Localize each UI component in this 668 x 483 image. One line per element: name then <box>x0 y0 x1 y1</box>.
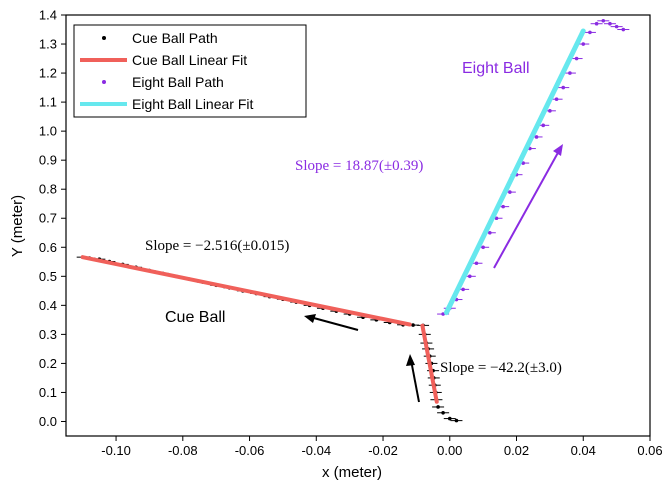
legend-label-eight-ball-fit: Eight Ball Linear Fit <box>132 96 254 112</box>
data-point <box>488 230 492 235</box>
plot-frame <box>65 14 651 437</box>
y-tick-label: 1.4 <box>39 8 57 23</box>
data-point <box>481 245 485 250</box>
cue-ball-arrowhead <box>304 314 316 323</box>
legend-marker-eight-ball-path <box>102 80 106 84</box>
y-tick-label: 0.6 <box>39 240 57 255</box>
series-3 <box>437 19 630 316</box>
data-point <box>554 97 559 101</box>
y-tick-label: 1.3 <box>39 37 57 52</box>
plot-layer: -0.10 -0.08 -0.06 -0.04 -0.02 0.00 0.02 0.04 0.0… <box>39 8 663 459</box>
data-point <box>508 190 512 194</box>
cue-ball-steep-slope-annotation: Slope = −42.2(±3.0) <box>440 360 562 376</box>
y-axis-title: Y (meter) <box>9 195 26 257</box>
data-point <box>467 274 472 279</box>
y-tick-label: 0.3 <box>39 327 57 342</box>
data-point <box>454 418 459 423</box>
data-point <box>621 27 626 32</box>
data-point <box>501 204 505 209</box>
cue-ball-label: Cue Ball <box>165 309 225 326</box>
y-tick-label: 0.7 <box>39 211 57 226</box>
x-tick-label: -0.02 <box>368 443 398 458</box>
y-tick-label: 1.1 <box>39 95 57 110</box>
x-tick-label: 0.04 <box>571 443 596 458</box>
data-point <box>461 287 465 292</box>
data-point <box>561 85 566 90</box>
legend-label-eight-ball-path: Eight Ball Path <box>132 74 224 90</box>
legend-box <box>73 24 307 118</box>
data-point <box>588 30 592 35</box>
y-tick-label: 0.5 <box>39 269 57 284</box>
series-4 <box>443 28 586 316</box>
x-tick-label: 0.00 <box>437 443 462 458</box>
x-tick-label: -0.08 <box>168 443 198 458</box>
data-point <box>447 416 452 421</box>
y-tick-label: 0.4 <box>39 298 57 313</box>
fit-line <box>420 323 439 404</box>
y-tick-label: 0.2 <box>39 356 57 371</box>
eight-ball-arrowhead <box>553 144 563 156</box>
cue-ball-up-arrowhead <box>406 354 415 366</box>
x-axis-title: x (meter) <box>322 464 382 481</box>
data-point <box>436 405 440 409</box>
x-tick-label: 0.02 <box>504 443 529 458</box>
data-point <box>594 21 599 26</box>
data-point <box>568 71 572 75</box>
legend-marker-cue-ball-path <box>102 36 106 40</box>
x-tick-label: -0.06 <box>235 443 265 458</box>
x-tick-label: 0.06 <box>637 443 662 458</box>
series-1 <box>80 255 412 327</box>
data-point <box>411 323 415 327</box>
cue-ball-direction-arrow <box>309 316 359 331</box>
data-point <box>608 21 612 26</box>
y-tick-label: 1.0 <box>39 124 57 139</box>
fit-line <box>443 28 586 316</box>
legend: Cue Ball Path Cue Ball Linear Fit Eight … <box>73 24 307 118</box>
y-tick-label: 0.0 <box>39 414 57 429</box>
series-2 <box>420 323 439 404</box>
data-point <box>548 109 552 113</box>
data-point <box>574 56 579 61</box>
data-point <box>534 135 539 139</box>
y-tick-label: 0.1 <box>39 385 57 400</box>
direction-arrows <box>304 144 563 403</box>
data-point <box>581 42 586 46</box>
cue-ball-up-arrow <box>410 359 420 403</box>
cue-ball-slope-annotation: Slope = −2.516(±0.015) <box>145 238 289 254</box>
eight-ball-label: Eight Ball <box>462 60 530 77</box>
data-point <box>494 216 499 221</box>
eight-ball-slope-annotation: Slope = 18.87(±0.39) <box>295 158 423 174</box>
legend-label-cue-ball-fit: Cue Ball Linear Fit <box>132 52 247 68</box>
data-point <box>601 19 606 23</box>
y-tick-label: 1.2 <box>39 66 57 81</box>
legend-label-cue-ball-path: Cue Ball Path <box>132 30 218 46</box>
x-tick-label: -0.10 <box>101 443 131 458</box>
x-tick-label: -0.04 <box>301 443 331 458</box>
data-point <box>541 123 546 128</box>
fit-line <box>80 255 412 327</box>
data-point <box>474 261 479 266</box>
data-point <box>441 410 445 415</box>
data-point <box>614 24 619 29</box>
y-tick-label: 0.8 <box>39 182 57 197</box>
y-tick-label: 0.9 <box>39 153 57 168</box>
eight-ball-direction-arrow <box>493 148 561 269</box>
